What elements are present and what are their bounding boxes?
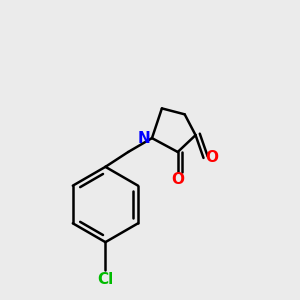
Text: N: N [138,130,150,146]
Text: O: O [171,172,184,187]
Text: Cl: Cl [97,272,113,287]
Text: O: O [205,150,218,165]
